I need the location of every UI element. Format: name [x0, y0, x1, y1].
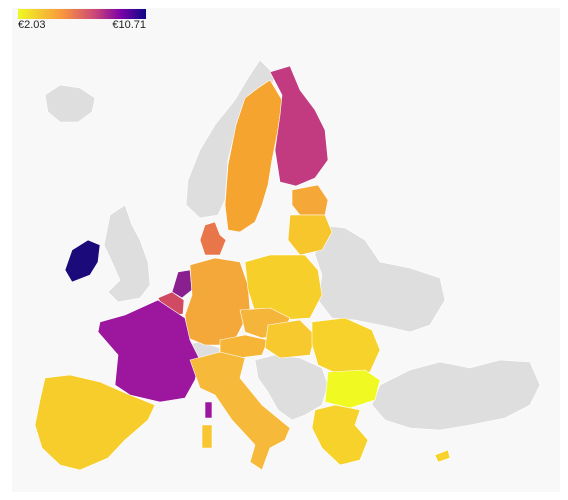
legend-min-label: €2.03: [18, 19, 46, 31]
country: [199, 221, 227, 256]
country: [189, 351, 291, 471]
country: [324, 369, 381, 409]
country: [371, 359, 541, 431]
country: [311, 317, 381, 376]
country: [34, 374, 156, 471]
country: [311, 404, 369, 466]
color-legend: €2.03 €10.71: [18, 9, 146, 31]
legend-gradient: [18, 9, 146, 19]
country: [254, 354, 329, 421]
country: [171, 269, 193, 299]
country: [64, 239, 101, 283]
country: [264, 319, 316, 359]
country: [287, 214, 333, 256]
legend-max-label: €10.71: [112, 19, 146, 31]
country: [204, 401, 213, 419]
country: [97, 299, 201, 403]
country: [269, 65, 329, 187]
country: [201, 424, 213, 449]
map: [34, 59, 541, 471]
country: [434, 449, 451, 463]
country: [44, 84, 96, 123]
country: [224, 79, 283, 233]
country: [103, 204, 151, 303]
country: [244, 254, 323, 321]
